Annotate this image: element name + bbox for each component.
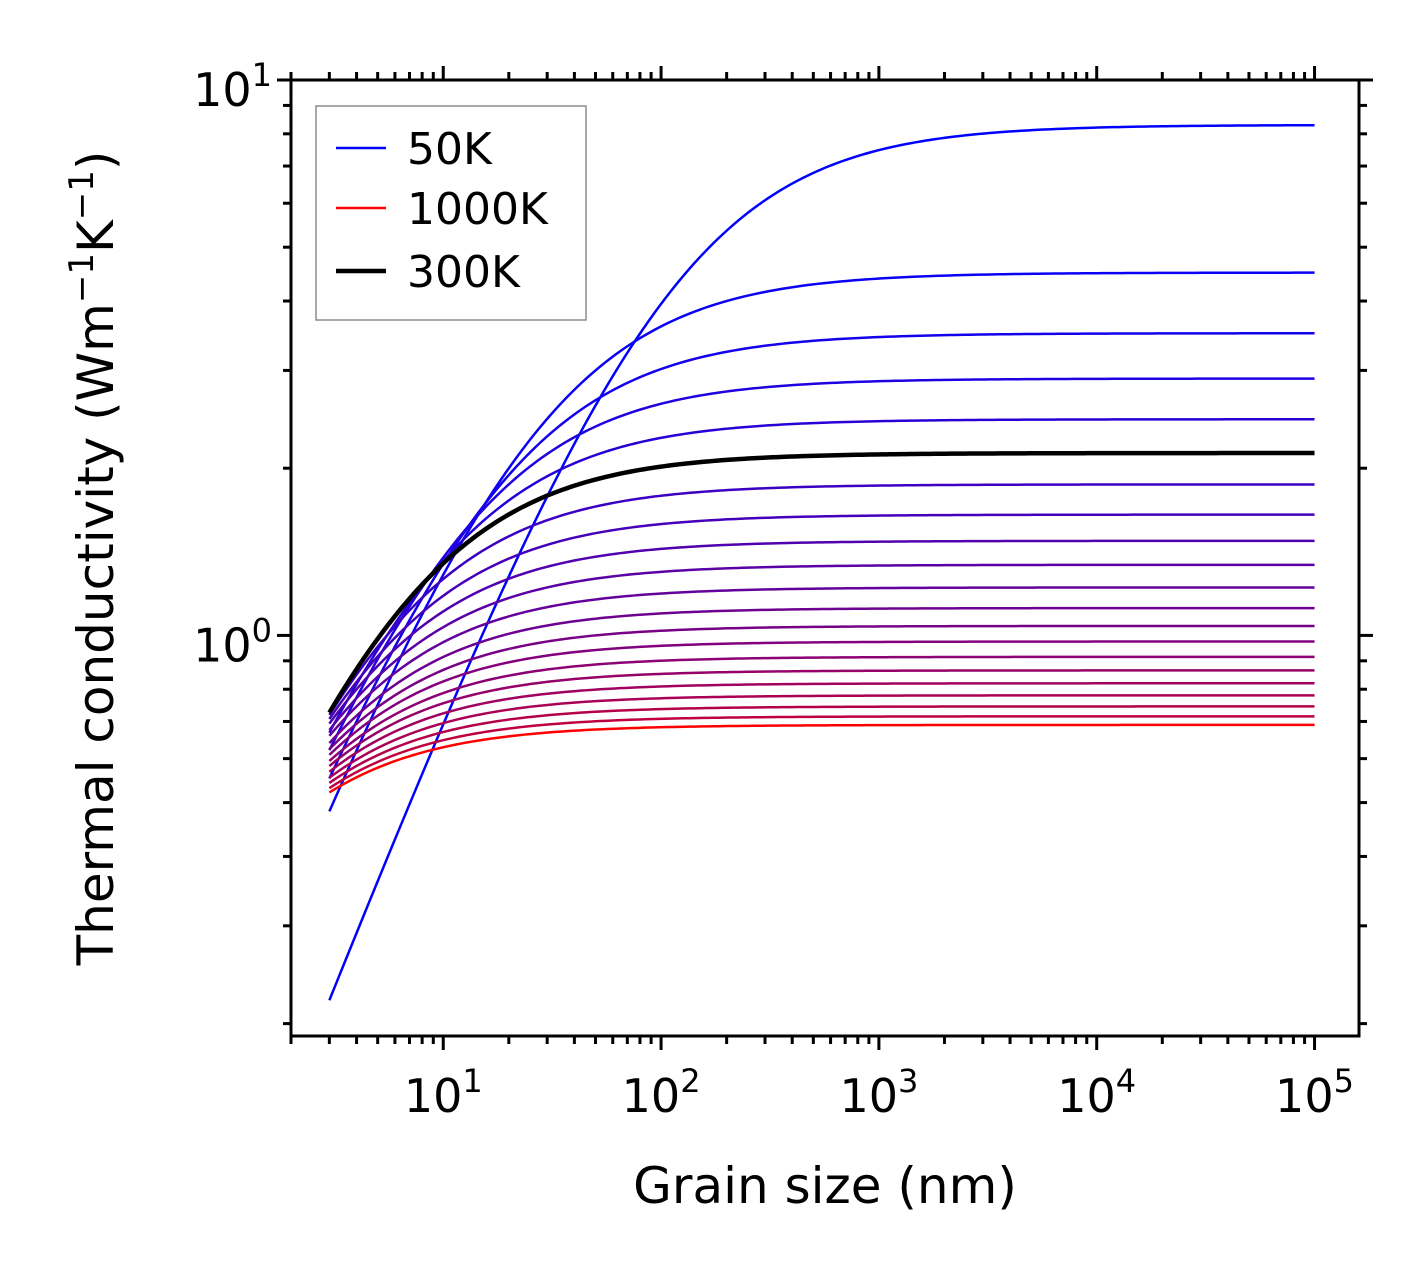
series-line xyxy=(328,271,1315,812)
series-line xyxy=(328,606,1315,744)
series-line xyxy=(328,694,1315,779)
series-line-1000k xyxy=(328,723,1315,794)
series-line-50k xyxy=(328,123,1315,1001)
legend-box xyxy=(315,105,587,321)
series-line xyxy=(328,377,1315,751)
series-line xyxy=(328,655,1315,762)
series-layer xyxy=(327,123,1315,1001)
series-line xyxy=(328,586,1315,737)
series-line xyxy=(328,640,1315,756)
series-line xyxy=(328,715,1315,790)
series-line xyxy=(328,418,1315,734)
x-tick-label: 101 xyxy=(404,1062,483,1123)
x-tick-labels: 101 102 103 104 105 xyxy=(404,1062,1354,1123)
series-line xyxy=(328,682,1315,773)
x-axis-title: Grain size (nm) xyxy=(633,1157,1017,1215)
series-line xyxy=(328,483,1315,716)
series-line xyxy=(328,332,1315,779)
legend-label-1000k: 1000K xyxy=(407,184,549,235)
x-tick-label: 103 xyxy=(839,1062,918,1123)
series-line xyxy=(328,624,1315,751)
y-tick-labels: 100 101 xyxy=(193,56,272,672)
x-tick-label: 104 xyxy=(1057,1062,1136,1123)
series-line xyxy=(328,669,1315,768)
y-tick-label: 101 xyxy=(193,56,272,117)
x-tick-label: 102 xyxy=(622,1062,701,1123)
y-axis-title: Thermal conductivity (Wm−1K−1) xyxy=(62,151,125,967)
legend-label-300k: 300K xyxy=(407,247,521,298)
legend: 50K 1000K 300K xyxy=(315,105,587,321)
series-line xyxy=(328,539,1315,725)
plot-frame xyxy=(289,78,1361,1038)
x-tick-label: 105 xyxy=(1275,1062,1354,1123)
y-tick-label: 100 xyxy=(193,611,272,672)
legend-label-50k: 50K xyxy=(407,124,493,175)
series-line-300k xyxy=(327,450,1315,714)
series-line xyxy=(328,513,1315,720)
series-line xyxy=(328,563,1315,731)
tick-layer xyxy=(277,66,1373,1050)
series-line xyxy=(328,705,1315,784)
